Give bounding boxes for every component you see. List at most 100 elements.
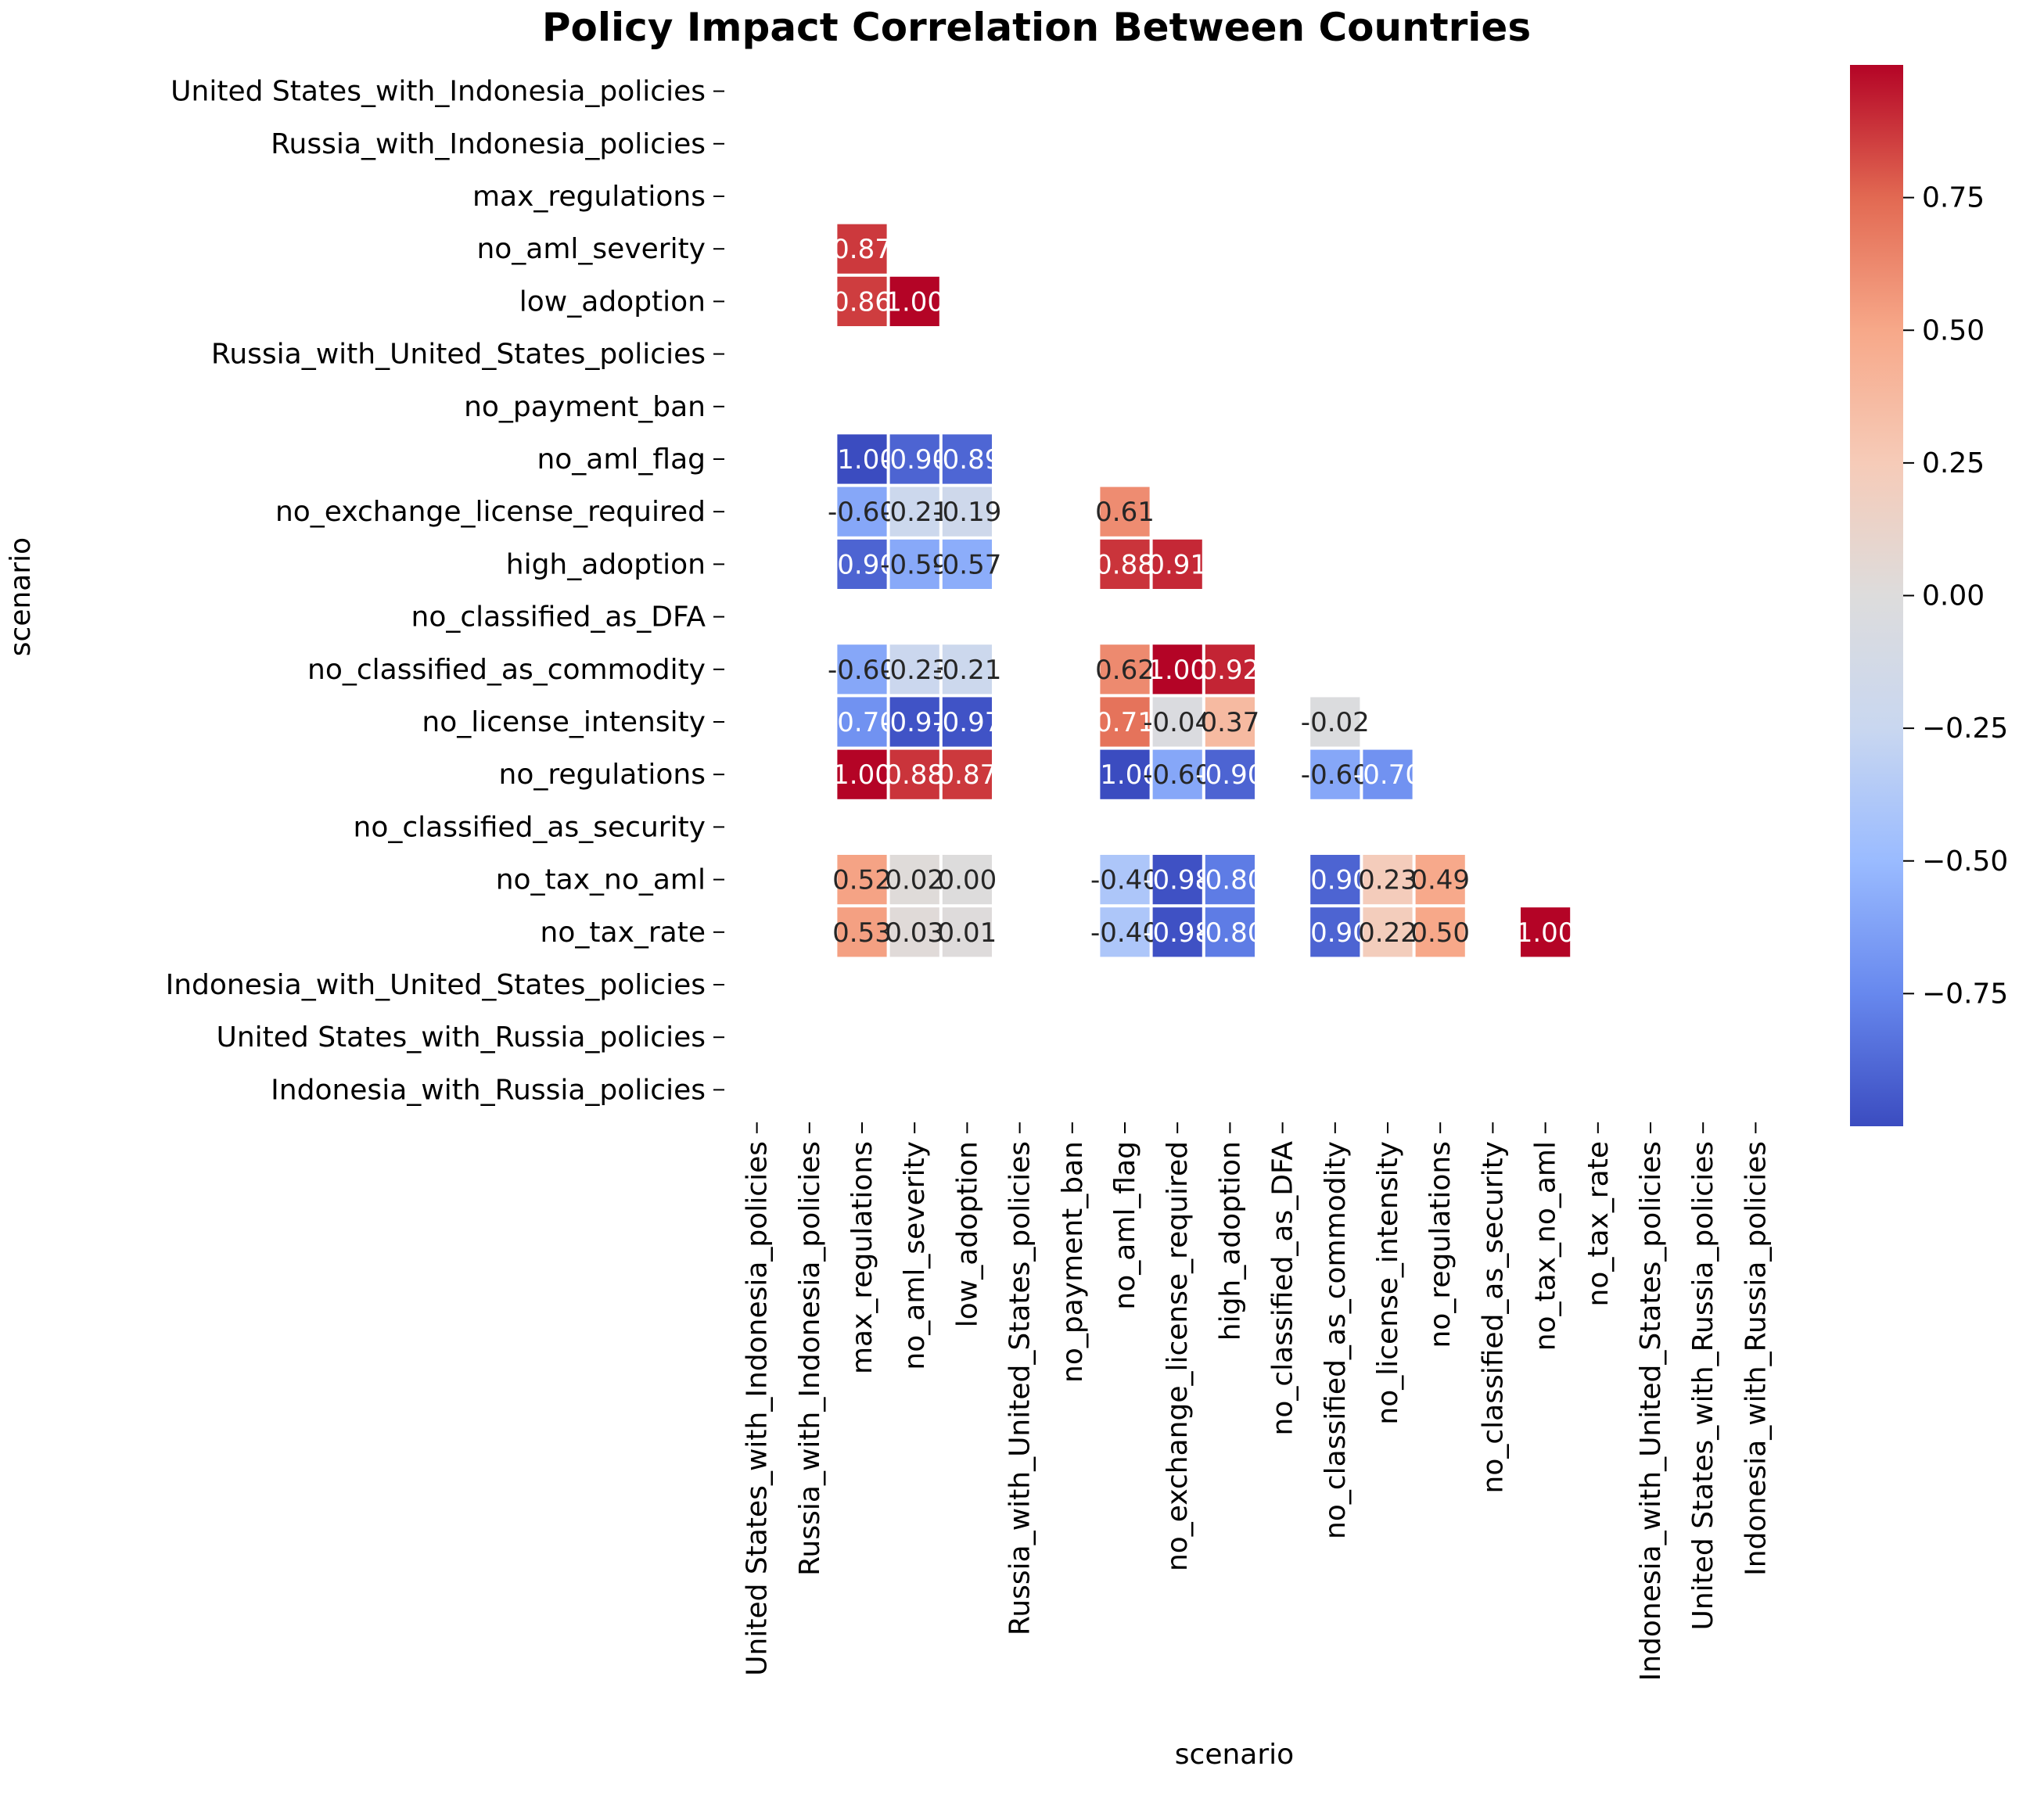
cell-value-label: -0.23	[880, 655, 949, 686]
cell-value-label: -0.40	[1090, 865, 1159, 896]
cell-value-label: -0.90	[1195, 759, 1264, 791]
cell-value-label: -0.60	[1301, 759, 1370, 791]
heatmap-cell	[1310, 907, 1360, 957]
cell-value-label: 0.22	[1358, 917, 1417, 949]
heatmap-cell	[942, 486, 992, 537]
heatmap-cell	[1205, 644, 1255, 695]
heatmap-cell	[1152, 855, 1202, 905]
cell-value-label: -0.90	[1301, 917, 1370, 949]
cell-value-label: 0.01	[938, 917, 997, 949]
colorbar-tick-label: 0.75	[1922, 182, 1985, 214]
cell-value-label: 0.71	[1095, 707, 1155, 738]
cell-value-label: -0.21	[880, 497, 949, 528]
cell-value-label: -0.19	[932, 497, 1001, 528]
heatmap-cell	[1100, 697, 1150, 747]
heatmap-cell	[1100, 539, 1150, 589]
heatmap-cell	[942, 697, 992, 747]
cell-value-label: -0.21	[932, 655, 1001, 686]
colorbar-tick-label: 0.25	[1922, 447, 1985, 479]
cell-value-label: 0.61	[1095, 497, 1155, 528]
cell-value-label: 0.50	[1410, 917, 1470, 949]
heatmap-cell	[1310, 697, 1360, 747]
cell-value-label: 0.88	[1095, 549, 1155, 580]
cell-value-label: 0.52	[832, 865, 892, 896]
cell-value-label: 0.86	[832, 286, 892, 318]
cell-value-label: -0.98	[1143, 917, 1212, 949]
heatmap-cell	[837, 434, 887, 484]
x-tick-label: Russia_with_United_States_policies	[1004, 1141, 1036, 1635]
y-tick-label: no_tax_no_aml	[496, 864, 706, 896]
cell-value-label: -1.00	[1090, 759, 1159, 791]
y-tick-label: no_classified_as_security	[354, 811, 706, 843]
heatmap-cell	[837, 486, 887, 537]
x-tick-label: United States_with_Indonesia_policies	[742, 1141, 774, 1676]
cell-value-label: 0.91	[1148, 549, 1207, 580]
heatmap-cell	[942, 644, 992, 695]
heatmap-cell	[1363, 855, 1413, 905]
cell-value-label: 0.53	[832, 917, 892, 949]
heatmap-cell	[837, 539, 887, 589]
heatmap-cell	[837, 644, 887, 695]
heatmap-cell	[1152, 644, 1202, 695]
x-tick-label: Indonesia_with_Russia_policies	[1740, 1141, 1772, 1576]
colorbar-tick-label: −0.75	[1922, 978, 2008, 1010]
x-tick-label: no_tax_rate	[1582, 1141, 1615, 1306]
cell-value-label: 0.03	[885, 917, 944, 949]
x-tick-label: Indonesia_with_United_States_policies	[1635, 1141, 1667, 1681]
colorbar: 0.75 0.50 0.25 0.00 −0.25 −0.50 −0.75	[1850, 65, 2008, 1126]
cell-value-label: -0.90	[828, 549, 896, 580]
cell-value-label: -0.59	[880, 549, 949, 580]
x-tick-label: Russia_with_Indonesia_policies	[794, 1141, 826, 1576]
cell-value-label: 1.00	[832, 759, 892, 791]
cell-value-label: 0.49	[1410, 865, 1470, 896]
y-tick-label: United States_with_Indonesia_policies	[171, 76, 706, 108]
cell-value-label: -0.40	[1090, 917, 1159, 949]
heatmap-cell	[837, 855, 887, 905]
y-tick-label: no_aml_severity	[476, 233, 706, 265]
heatmap-cell	[1152, 539, 1202, 589]
x-tick-label: no_regulations	[1424, 1141, 1457, 1348]
heatmap-cell	[1205, 907, 1255, 957]
heatmap-cell	[1310, 749, 1360, 799]
cell-value-label: -0.80	[1195, 917, 1264, 949]
cell-value-label: -0.04	[1143, 707, 1212, 738]
x-tick-label: no_classified_as_commodity	[1320, 1141, 1352, 1539]
heatmap-cell	[942, 539, 992, 589]
heatmap-cell	[942, 749, 992, 799]
heatmap-cell	[1100, 749, 1150, 799]
y-tick-label: Indonesia_with_United_States_policies	[166, 969, 706, 1001]
cell-value-label: -0.60	[828, 497, 896, 528]
x-tick-label: no_aml_flag	[1109, 1141, 1141, 1310]
heatmap-cell	[889, 907, 939, 957]
cell-value-label: 0.62	[1095, 655, 1155, 686]
cell-value-label: 1.00	[885, 286, 944, 318]
heatmap-cell	[837, 697, 887, 747]
y-tick-label: Russia_with_United_States_policies	[211, 339, 706, 371]
y-tick-label: no_regulations	[499, 759, 706, 791]
heatmap-cell	[889, 855, 939, 905]
x-axis-label: scenario	[1175, 1739, 1294, 1771]
cell-value-label: 0.87	[938, 759, 997, 791]
y-tick-label: no_classified_as_commodity	[307, 654, 706, 686]
cell-value-label: -1.00	[828, 444, 896, 476]
cell-value-label: 1.00	[1516, 917, 1575, 949]
heatmap-cell	[837, 276, 887, 326]
cell-value-label: -0.02	[1301, 707, 1370, 738]
x-tick-label: no_license_intensity	[1372, 1141, 1404, 1425]
cell-value-label: -0.60	[1143, 759, 1212, 791]
cell-value-label: -0.97	[932, 707, 1001, 738]
cell-value-label: -0.89	[932, 444, 1001, 476]
cell-value-label: 0.87	[832, 234, 892, 265]
x-tick-label: no_classified_as_security	[1477, 1141, 1509, 1493]
cell-value-label: -0.90	[880, 444, 949, 476]
heatmap-cell	[942, 907, 992, 957]
heatmap-cell	[1310, 855, 1360, 905]
chart-title: Policy Impact Correlation Between Countr…	[542, 5, 1531, 50]
heatmap-cell	[889, 486, 939, 537]
heatmap-cell	[1152, 697, 1202, 747]
y-tick-label: no_license_intensity	[422, 706, 706, 738]
heatmap-cell	[1100, 907, 1150, 957]
cell-value-label: -0.60	[828, 655, 896, 686]
x-tick-label: no_aml_severity	[899, 1141, 931, 1370]
x-tick-label: max_regulations	[846, 1141, 878, 1374]
